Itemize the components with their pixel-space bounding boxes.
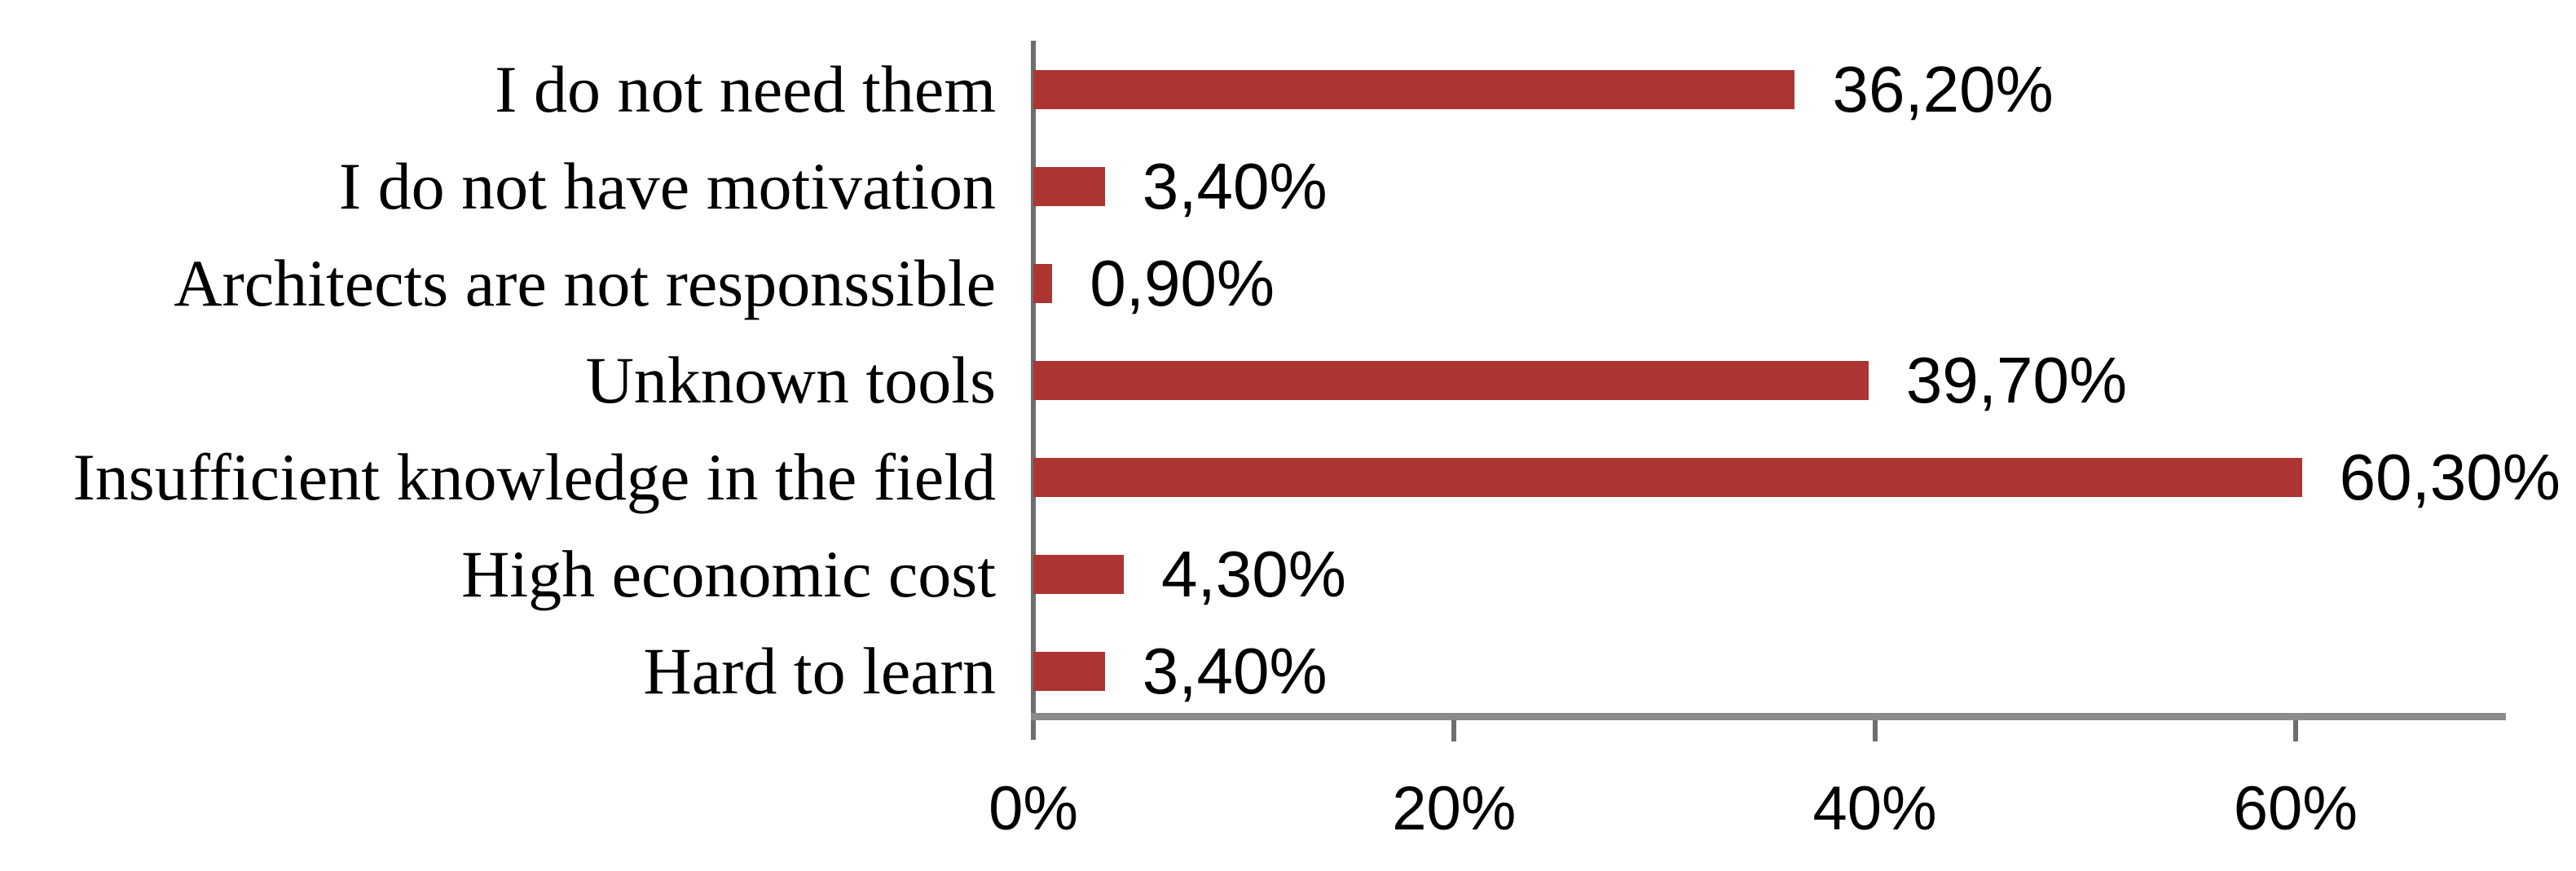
bar	[1033, 457, 2302, 497]
category-label: Insufficient knowledge in the field	[73, 440, 996, 514]
bar	[1033, 360, 1869, 400]
x-tick-label: 40%	[1812, 774, 1937, 843]
value-label: 0,90%	[1090, 247, 1275, 319]
bar	[1033, 69, 1795, 109]
value-label: 4,30%	[1161, 538, 1346, 610]
bar	[1033, 554, 1124, 594]
x-tick	[1451, 720, 1457, 741]
value-label: 60,30%	[2339, 441, 2561, 513]
value-label: 3,40%	[1142, 635, 1328, 707]
x-tick	[1872, 720, 1878, 741]
value-label: 3,40%	[1142, 150, 1328, 222]
value-label: 39,70%	[1905, 344, 2128, 416]
category-label: Architects are not responssible	[174, 246, 996, 320]
x-tick-label: 60%	[2233, 774, 2358, 843]
x-tick-label: 20%	[1392, 774, 1517, 843]
value-label: 36,20%	[1832, 53, 2054, 125]
bar	[1033, 166, 1105, 206]
x-axis-line	[1031, 713, 2506, 720]
category-label: I do not have motivation	[338, 149, 996, 223]
category-label: High economic cost	[461, 537, 996, 611]
category-label: Unknown tools	[585, 343, 996, 417]
x-tick-label: 0%	[989, 774, 1078, 843]
category-label: I do not need them	[495, 52, 996, 126]
category-label: Hard to learn	[643, 634, 996, 708]
bar	[1033, 263, 1053, 303]
x-tick	[2292, 720, 2298, 741]
bar	[1033, 651, 1105, 691]
